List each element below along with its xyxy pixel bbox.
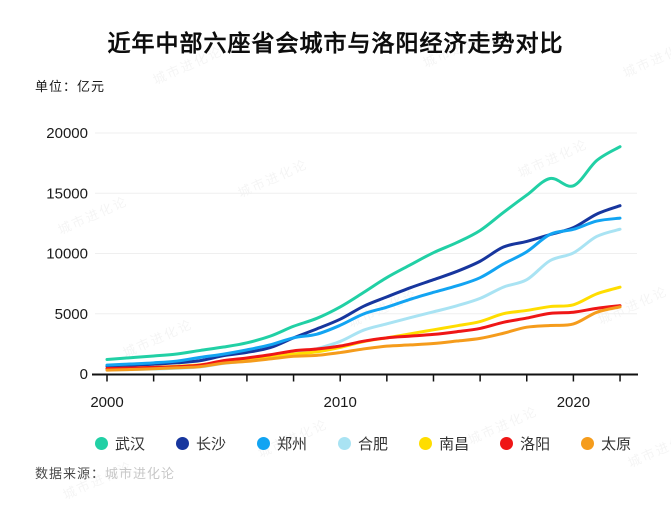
legend-label-luoyang: 洛阳 <box>520 436 551 453</box>
y-axis-tick-label: 20000 <box>46 125 88 142</box>
x-axis-tick-label: 2000 <box>90 394 123 411</box>
series-line-nanchang <box>105 285 622 371</box>
legend-label-zhengzhou: 郑州 <box>277 436 308 453</box>
series-line-wuhan <box>105 145 622 361</box>
line-chart: 0 5000 10000 15000 20000 2000 2010 2020 <box>46 125 638 411</box>
y-axis-tick-label: 5000 <box>55 306 88 323</box>
data-source-line: 数据来源：城市进化论 <box>35 463 175 482</box>
legend-label-changsha: 长沙 <box>196 436 227 453</box>
series-line-changsha <box>105 204 622 368</box>
y-axis-tick-label: 10000 <box>46 246 88 263</box>
unit-label: 单位：亿元 <box>35 79 106 94</box>
legend-item-hefei: 合肥 <box>338 433 388 454</box>
legend-dot-nanchang <box>419 437 433 450</box>
legend-item-zhengzhou: 郑州 <box>257 433 307 454</box>
chart-legend: 武汉 长沙 郑州 合肥 南昌 洛阳 太原 <box>95 433 655 454</box>
y-axis-tick-label: 15000 <box>46 185 88 202</box>
legend-item-changsha: 长沙 <box>176 433 226 454</box>
x-axis-tick-label: 2020 <box>557 394 590 411</box>
legend-label-taiyuan: 太原 <box>601 436 632 453</box>
legend-label-hefei: 合肥 <box>358 436 389 453</box>
x-axis-tick-label: 2010 <box>324 394 357 411</box>
legend-item-taiyuan: 太原 <box>581 433 631 454</box>
legend-dot-changsha <box>176 437 190 450</box>
data-source-prefix: 数据来源： <box>35 466 106 481</box>
data-source-name: 城市进化论 <box>105 466 176 481</box>
legend-dot-hefei <box>338 437 352 450</box>
legend-dot-taiyuan <box>581 437 595 450</box>
y-axis-tick-label: 0 <box>80 366 88 383</box>
legend-label-nanchang: 南昌 <box>439 436 470 453</box>
legend-dot-zhengzhou <box>257 437 271 450</box>
legend-item-luoyang: 洛阳 <box>500 433 550 454</box>
chart-title: 近年中部六座省会城市与洛阳经济走势对比 <box>107 30 564 56</box>
series-line-zhengzhou <box>105 216 622 367</box>
legend-item-wuhan: 武汉 <box>95 433 145 454</box>
series-line-taiyuan <box>105 305 622 372</box>
legend-item-nanchang: 南昌 <box>419 433 469 454</box>
legend-dot-luoyang <box>500 437 514 450</box>
legend-dot-wuhan <box>95 437 108 450</box>
legend-label-wuhan: 武汉 <box>115 436 146 453</box>
